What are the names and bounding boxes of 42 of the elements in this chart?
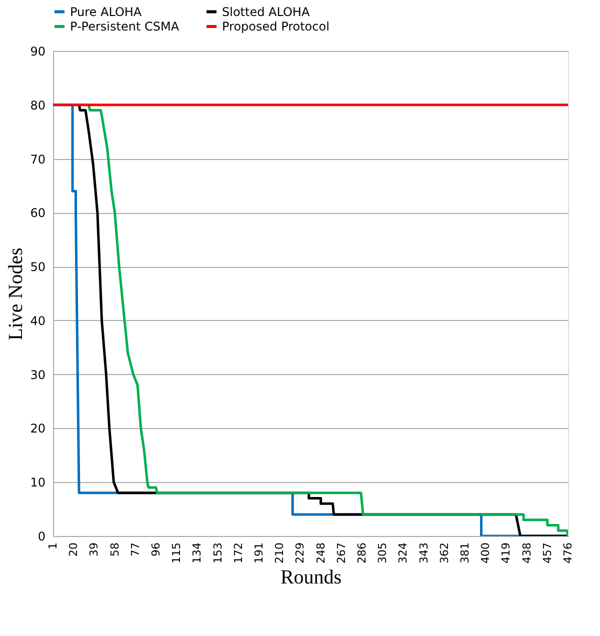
x-tick-label: 96	[150, 542, 162, 556]
x-tick-label: 343	[417, 542, 430, 564]
x-tick-label: 1	[46, 542, 60, 550]
x-axis-title: Rounds	[280, 566, 342, 588]
x-tick-label: 39	[88, 542, 101, 556]
x-tick-label: 457	[540, 542, 554, 564]
legend-label: Slotted ALOHA	[222, 4, 310, 19]
x-tick-label: 229	[294, 542, 307, 564]
x-tick-label: 77	[128, 542, 142, 556]
x-tick-label: 305	[376, 542, 390, 564]
x-tick-label: 210	[273, 542, 286, 564]
x-tick-label: 191	[252, 542, 266, 564]
x-tick-label: 153	[211, 542, 224, 564]
y-tick-label: 50	[30, 260, 46, 274]
y-tick-label: 80	[30, 98, 46, 112]
y-tick-label: 40	[30, 314, 46, 328]
legend-label: P-Persistent CSMA	[70, 20, 180, 34]
x-tick-label: 419	[500, 542, 513, 564]
x-tick-label: 267	[334, 542, 348, 564]
y-tick-label: 30	[30, 368, 46, 382]
x-tick-label: 115	[170, 542, 184, 564]
x-tick-label: 324	[396, 542, 410, 564]
legend-label: Pure ALOHA	[70, 4, 142, 19]
y-tick-label: 60	[30, 206, 46, 220]
x-tick-label: 400	[479, 542, 492, 564]
x-tick-label: 134	[190, 542, 204, 564]
x-tick-label: 476	[562, 542, 574, 564]
x-tick-label: 172	[232, 542, 245, 564]
x-tick-label: 20	[67, 542, 80, 556]
x-tick-label: 286	[356, 542, 368, 564]
y-tick-label: 70	[30, 152, 46, 166]
y-tick-label: 10	[30, 476, 46, 490]
y-tick-label: 90	[30, 44, 46, 58]
x-tick-label: 438	[520, 542, 534, 564]
x-tick-label: 58	[108, 542, 122, 556]
y-axis-title: Live Nodes	[5, 247, 28, 340]
x-tick-label: 248	[314, 542, 328, 564]
x-tick-label: 381	[458, 542, 472, 564]
y-tick-label: 20	[30, 422, 46, 436]
y-tick-label: 0	[38, 530, 46, 544]
legend-label: Proposed Protocol	[222, 20, 330, 34]
x-tick-label: 362	[438, 542, 451, 564]
